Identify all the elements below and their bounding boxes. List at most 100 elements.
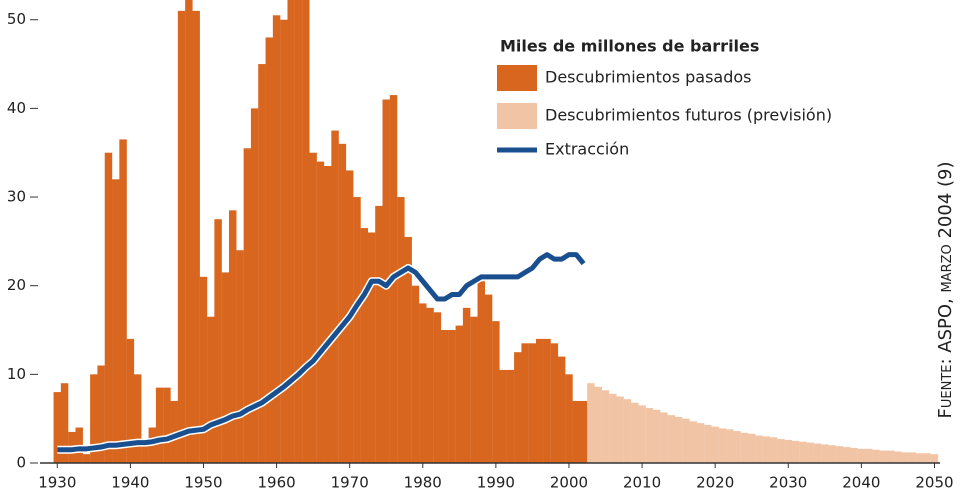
bar bbox=[411, 285, 420, 463]
legend-label: Descubrimientos pasados bbox=[545, 68, 752, 87]
bar bbox=[682, 418, 690, 463]
legend-swatch bbox=[497, 103, 537, 129]
bar bbox=[572, 400, 581, 463]
bar bbox=[813, 443, 822, 463]
bar bbox=[631, 402, 639, 463]
bar bbox=[470, 316, 478, 463]
bar bbox=[221, 272, 230, 463]
bar bbox=[419, 303, 427, 463]
bar bbox=[850, 447, 858, 463]
line bbox=[57, 252, 586, 453]
bar bbox=[616, 396, 624, 463]
bar bbox=[287, 0, 295, 463]
bar bbox=[258, 64, 266, 463]
x-tick-label: 2020 bbox=[696, 474, 734, 492]
bar bbox=[177, 10, 186, 463]
bar bbox=[550, 343, 559, 463]
bar bbox=[104, 152, 113, 463]
legend-swatch bbox=[497, 65, 537, 91]
y-tick-label: 10 bbox=[7, 365, 26, 383]
x-tick-label: 1940 bbox=[111, 474, 149, 492]
bar bbox=[769, 437, 778, 463]
x-tick-label: 2030 bbox=[769, 474, 807, 492]
bar bbox=[755, 435, 763, 463]
x-tick-label: 1990 bbox=[477, 474, 515, 492]
bar bbox=[353, 197, 361, 463]
bar bbox=[660, 412, 668, 463]
bar bbox=[733, 431, 741, 463]
legend-label: Extracción bbox=[545, 140, 629, 159]
bar bbox=[302, 0, 310, 463]
bar bbox=[711, 426, 719, 463]
y-tick-label: 50 bbox=[7, 10, 26, 28]
bar bbox=[448, 330, 456, 463]
x-tick-label: 1930 bbox=[38, 474, 76, 492]
x-tick-label: 1980 bbox=[404, 474, 442, 492]
bar bbox=[557, 356, 566, 463]
bar bbox=[309, 152, 317, 463]
y-tick-label: 30 bbox=[7, 188, 26, 206]
bar bbox=[726, 429, 734, 463]
bar bbox=[53, 392, 62, 463]
bar bbox=[426, 307, 434, 463]
bar bbox=[360, 228, 369, 463]
bar bbox=[543, 338, 551, 463]
bar bbox=[265, 37, 273, 463]
bar bbox=[894, 451, 902, 463]
bar bbox=[155, 387, 164, 463]
bar bbox=[133, 374, 142, 463]
bar bbox=[90, 374, 98, 463]
bar bbox=[872, 449, 880, 463]
bar bbox=[594, 386, 602, 463]
y-tick-label: 20 bbox=[7, 276, 26, 294]
bar bbox=[652, 409, 661, 463]
bar bbox=[930, 454, 939, 463]
bar bbox=[521, 343, 529, 463]
bar bbox=[696, 423, 705, 463]
bar bbox=[857, 448, 866, 463]
bar bbox=[689, 421, 697, 463]
bar bbox=[82, 454, 91, 463]
bar bbox=[455, 325, 464, 463]
bar bbox=[492, 321, 500, 463]
bar bbox=[112, 179, 120, 463]
bar bbox=[506, 369, 515, 463]
bar bbox=[916, 453, 924, 463]
bar bbox=[338, 143, 347, 463]
bar bbox=[718, 428, 727, 463]
bar bbox=[747, 433, 756, 463]
bar bbox=[375, 205, 383, 463]
bar bbox=[272, 15, 281, 463]
bar bbox=[207, 316, 215, 463]
x-tick-label: 2050 bbox=[915, 474, 953, 492]
x-tick-label: 1960 bbox=[257, 474, 295, 492]
bar bbox=[294, 0, 303, 463]
lines bbox=[57, 250, 587, 454]
bar bbox=[199, 276, 208, 463]
bar bbox=[185, 0, 193, 463]
bar bbox=[579, 400, 588, 463]
bar bbox=[126, 338, 135, 463]
bar bbox=[923, 453, 931, 463]
bar bbox=[236, 250, 244, 463]
bar bbox=[514, 352, 522, 463]
bar bbox=[645, 408, 654, 463]
source: Fuente: ASPO, marzo 2004 (9) bbox=[935, 162, 956, 419]
bar bbox=[484, 294, 493, 463]
bar bbox=[791, 440, 800, 463]
bar bbox=[60, 383, 69, 463]
bar bbox=[536, 338, 544, 463]
bar bbox=[704, 424, 712, 463]
bar bbox=[228, 210, 237, 463]
bar bbox=[214, 219, 222, 463]
bar bbox=[828, 445, 836, 463]
bar bbox=[784, 439, 793, 463]
y-tick-label: 0 bbox=[16, 454, 26, 472]
bar bbox=[97, 365, 105, 463]
bar bbox=[499, 369, 507, 463]
x-tick-label: 2010 bbox=[623, 474, 661, 492]
bar bbox=[609, 393, 617, 463]
bar bbox=[462, 307, 471, 463]
bar bbox=[163, 387, 171, 463]
